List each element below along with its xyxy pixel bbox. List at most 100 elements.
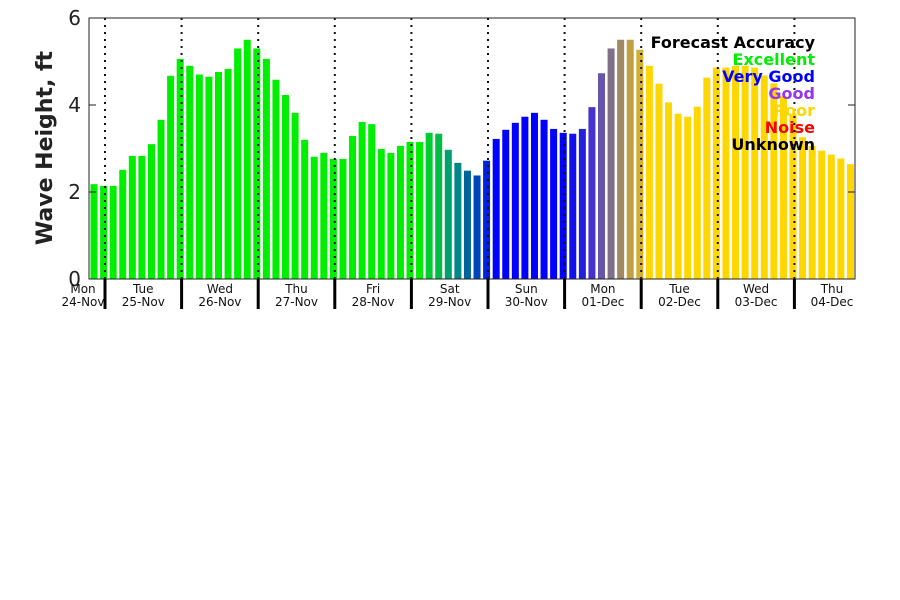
bar (301, 139, 309, 279)
bar (827, 154, 835, 279)
bar (147, 144, 155, 279)
x-tick-date: 25-Nov (122, 295, 165, 309)
bar (770, 83, 778, 279)
bars-group (90, 39, 854, 280)
bar (310, 156, 318, 279)
legend-entry: Unknown (731, 135, 815, 154)
bar (157, 119, 165, 279)
bar (703, 77, 711, 279)
legend-entry: Poor (773, 101, 815, 120)
x-tick-day: Fri (366, 282, 380, 296)
bar (760, 75, 768, 279)
x-tick-day: Wed (743, 282, 769, 296)
bar (636, 49, 644, 279)
bar (665, 102, 673, 279)
bar (578, 128, 586, 279)
legend-entry: Very Good (722, 67, 815, 86)
bar (789, 113, 797, 279)
y-tick-label: 6 (68, 6, 81, 30)
x-tick-day: Thu (820, 282, 844, 296)
x-tick-day: Sun (515, 282, 538, 296)
bar (540, 119, 548, 279)
x-tick-date: 01-Dec (581, 295, 624, 309)
x-tick-day: Mon (590, 282, 615, 296)
bar (492, 138, 500, 279)
x-tick-day: Tue (132, 282, 154, 296)
y-axis: 0 2 4 6 (68, 6, 855, 291)
bar (722, 67, 730, 279)
bar (712, 67, 720, 279)
bar (741, 65, 749, 279)
bar (205, 76, 213, 279)
bar (483, 160, 491, 279)
bar (626, 39, 634, 279)
bar (550, 128, 558, 279)
x-tick-date: 24-Nov (61, 295, 104, 309)
bar (617, 39, 625, 279)
x-tick-day: Wed (207, 282, 233, 296)
bar (215, 71, 222, 279)
bar (396, 145, 404, 279)
day-separators (104, 18, 796, 279)
x-tick-day: Sat (440, 282, 460, 296)
bar (406, 141, 414, 279)
bar (588, 107, 596, 279)
bar (444, 149, 452, 279)
x-tick-date: 30-Nov (505, 295, 548, 309)
bar (272, 79, 280, 280)
bar (693, 106, 701, 280)
bar (645, 65, 653, 279)
legend-entry: Noise (765, 118, 815, 137)
bar (377, 148, 385, 279)
bar (368, 124, 376, 279)
bar (387, 152, 395, 279)
bar (569, 133, 577, 279)
bar (416, 141, 424, 279)
bar (559, 132, 567, 279)
bar (224, 68, 232, 280)
legend-title: Forecast Accuracy (651, 33, 816, 52)
bar (128, 155, 136, 279)
bar (262, 58, 270, 279)
bar (291, 112, 299, 279)
bar (119, 169, 127, 279)
bar (138, 155, 146, 279)
bar (463, 170, 471, 279)
y-tick-label: 2 (68, 180, 81, 204)
bar (454, 162, 462, 279)
x-tick-date: 27-Nov (275, 295, 318, 309)
bar (674, 113, 682, 279)
x-tick-day: Thu (284, 282, 308, 296)
bar (176, 58, 184, 279)
bar (329, 158, 337, 279)
legend-entry: Good (768, 84, 815, 103)
x-axis: Mon24-NovTue25-NovWed26-NovThu27-NovFri2… (61, 279, 853, 309)
bar (502, 129, 510, 279)
bar (358, 121, 366, 279)
x-tick-day: Mon (70, 282, 95, 296)
bar (349, 135, 357, 279)
y-tick-label: 4 (68, 93, 81, 117)
bar (186, 65, 194, 279)
bar (684, 116, 692, 280)
bar (837, 158, 845, 279)
y-axis-label: Wave Height, ft (33, 50, 58, 245)
x-tick-day: Tue (668, 282, 690, 296)
bar (109, 185, 117, 279)
bar (167, 75, 175, 279)
bar (530, 112, 538, 279)
x-tick-date: 04-Dec (811, 295, 854, 309)
bar (253, 48, 261, 280)
bar (818, 150, 826, 279)
bar (732, 65, 740, 279)
bar (435, 133, 443, 279)
x-tick-date: 26-Nov (198, 295, 241, 309)
y-tick-label: 0 (68, 267, 81, 291)
bar (846, 164, 854, 279)
bar (607, 48, 615, 280)
plot-frame (88, 17, 856, 280)
x-tick-date: 02-Dec (658, 295, 701, 309)
x-tick-date: 03-Dec (735, 295, 778, 309)
